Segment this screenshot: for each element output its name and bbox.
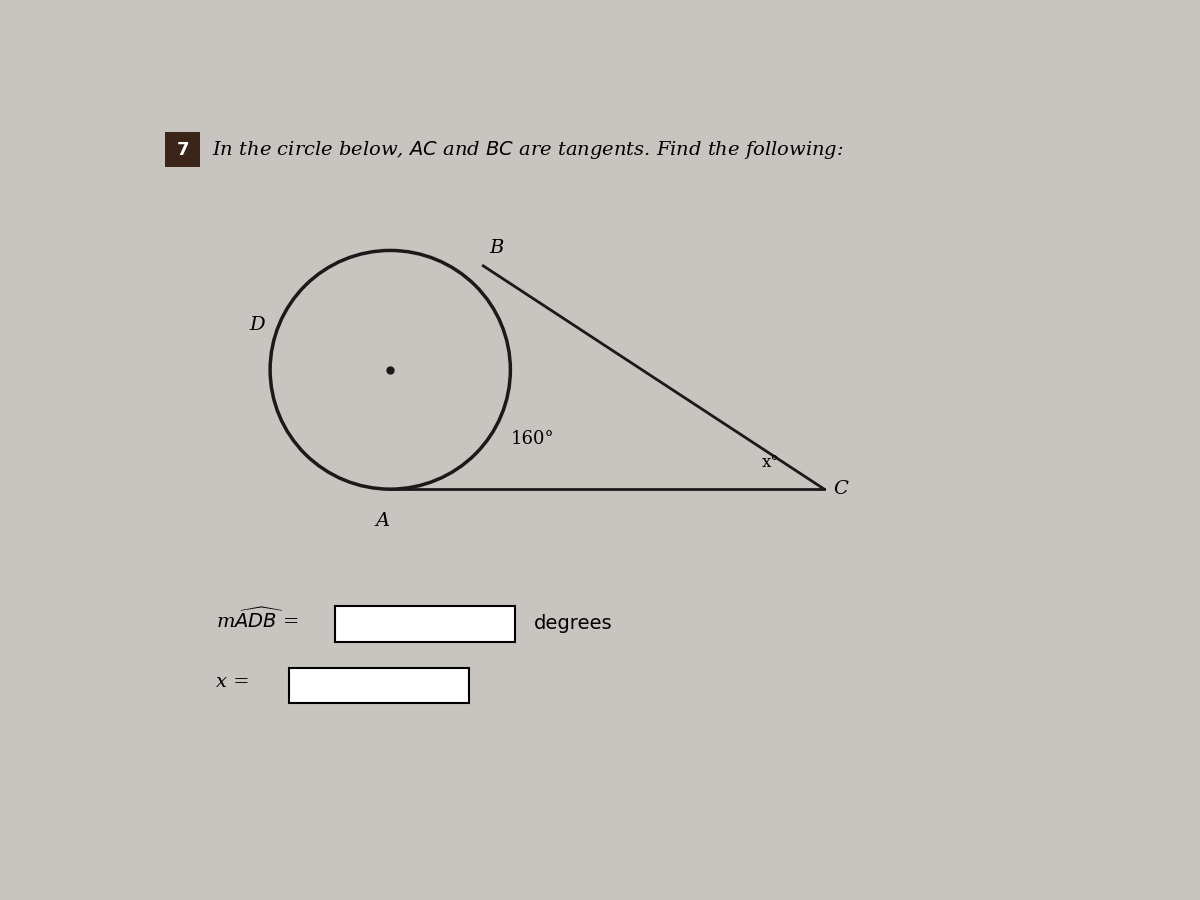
Text: C: C — [834, 481, 848, 499]
Text: degrees: degrees — [534, 615, 612, 634]
FancyBboxPatch shape — [335, 607, 515, 642]
Text: x°: x° — [762, 454, 780, 471]
Text: m$\widehat{ADB}$ =: m$\widehat{ADB}$ = — [216, 608, 299, 633]
Text: A: A — [376, 512, 390, 530]
Text: In the circle below, $AC$ and $BC$ are tangents. Find the following:: In the circle below, $AC$ and $BC$ are t… — [212, 139, 844, 160]
FancyBboxPatch shape — [164, 132, 200, 167]
Text: 7: 7 — [176, 140, 188, 158]
Text: 160°: 160° — [510, 430, 554, 448]
Text: x =: x = — [216, 672, 250, 690]
Text: D: D — [250, 316, 265, 334]
Text: B: B — [490, 238, 504, 256]
FancyBboxPatch shape — [289, 668, 468, 703]
